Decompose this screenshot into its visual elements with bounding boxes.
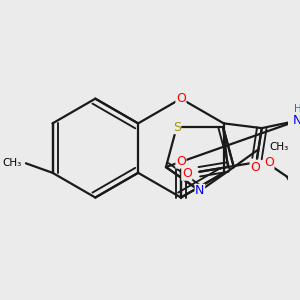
Text: CH₃: CH₃ xyxy=(3,158,22,168)
Text: N: N xyxy=(195,184,205,197)
Text: O: O xyxy=(182,167,192,180)
Text: CH₃: CH₃ xyxy=(269,142,288,152)
Text: N: N xyxy=(293,114,300,127)
Text: O: O xyxy=(264,156,274,169)
Text: O: O xyxy=(176,92,186,105)
Text: H: H xyxy=(294,104,300,114)
Text: S: S xyxy=(173,121,181,134)
Text: O: O xyxy=(250,160,260,174)
Text: O: O xyxy=(176,155,186,168)
